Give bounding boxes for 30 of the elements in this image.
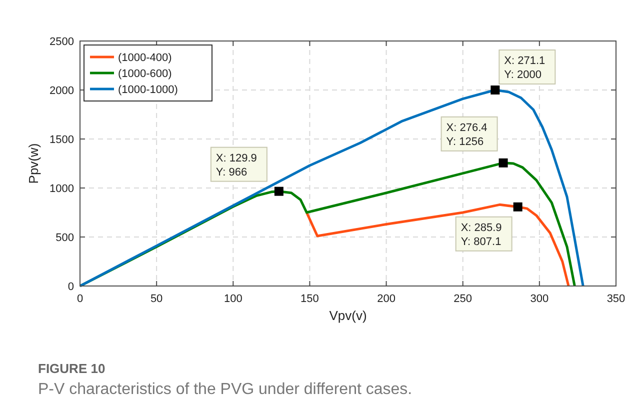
x-tick-label: 300 — [530, 293, 549, 305]
annotation: X: 129.9 Y: 966 — [216, 152, 257, 178]
legend-label: (1000-1000) — [118, 84, 178, 96]
x-tick-label: 100 — [224, 293, 242, 305]
x-tick-label: 50 — [150, 293, 163, 305]
y-tick-label: 500 — [56, 232, 74, 244]
x-tick-label: 350 — [606, 293, 626, 305]
legend-label: (1000-600) — [118, 68, 172, 80]
y-tick-label: 1500 — [50, 134, 74, 146]
annotation: X: 276.4 Y: 1256 — [446, 122, 488, 148]
y-tick-label: 2500 — [50, 36, 74, 48]
x-tick-label: 0 — [76, 293, 84, 305]
y-tick-label: 2000 — [50, 85, 74, 97]
text: P-V characteristics of the PVG under different cases. — [38, 381, 412, 398]
data-tip: X: 276.4 Y: 1256 — [440, 116, 508, 168]
data-tip: X: 285.9 Y: 807.1 — [455, 202, 522, 252]
y-tick-label: 1000 — [50, 183, 74, 195]
x-tick-label: 250 — [454, 293, 472, 305]
annotation: X: 285.9 Y: 807.1 — [460, 222, 502, 248]
line-series — [305, 202, 570, 288]
y-axis-title: Ppv(w) — [26, 143, 41, 184]
data-tip: X: 129.9 Y: 966 — [210, 146, 284, 196]
x-tick-label: 150 — [300, 293, 319, 305]
text: FIGURE 10 — [38, 361, 106, 376]
y-tick-label: 0 — [68, 281, 74, 293]
legend-label: (1000-400) — [118, 52, 172, 64]
data-tip: X: 271.1 Y: 2000 — [490, 50, 556, 94]
x-axis-title: Vpv(v) — [329, 308, 367, 323]
annotation: X: 271.1 Y: 2000 — [504, 55, 546, 81]
x-tick-label: 200 — [377, 293, 396, 305]
